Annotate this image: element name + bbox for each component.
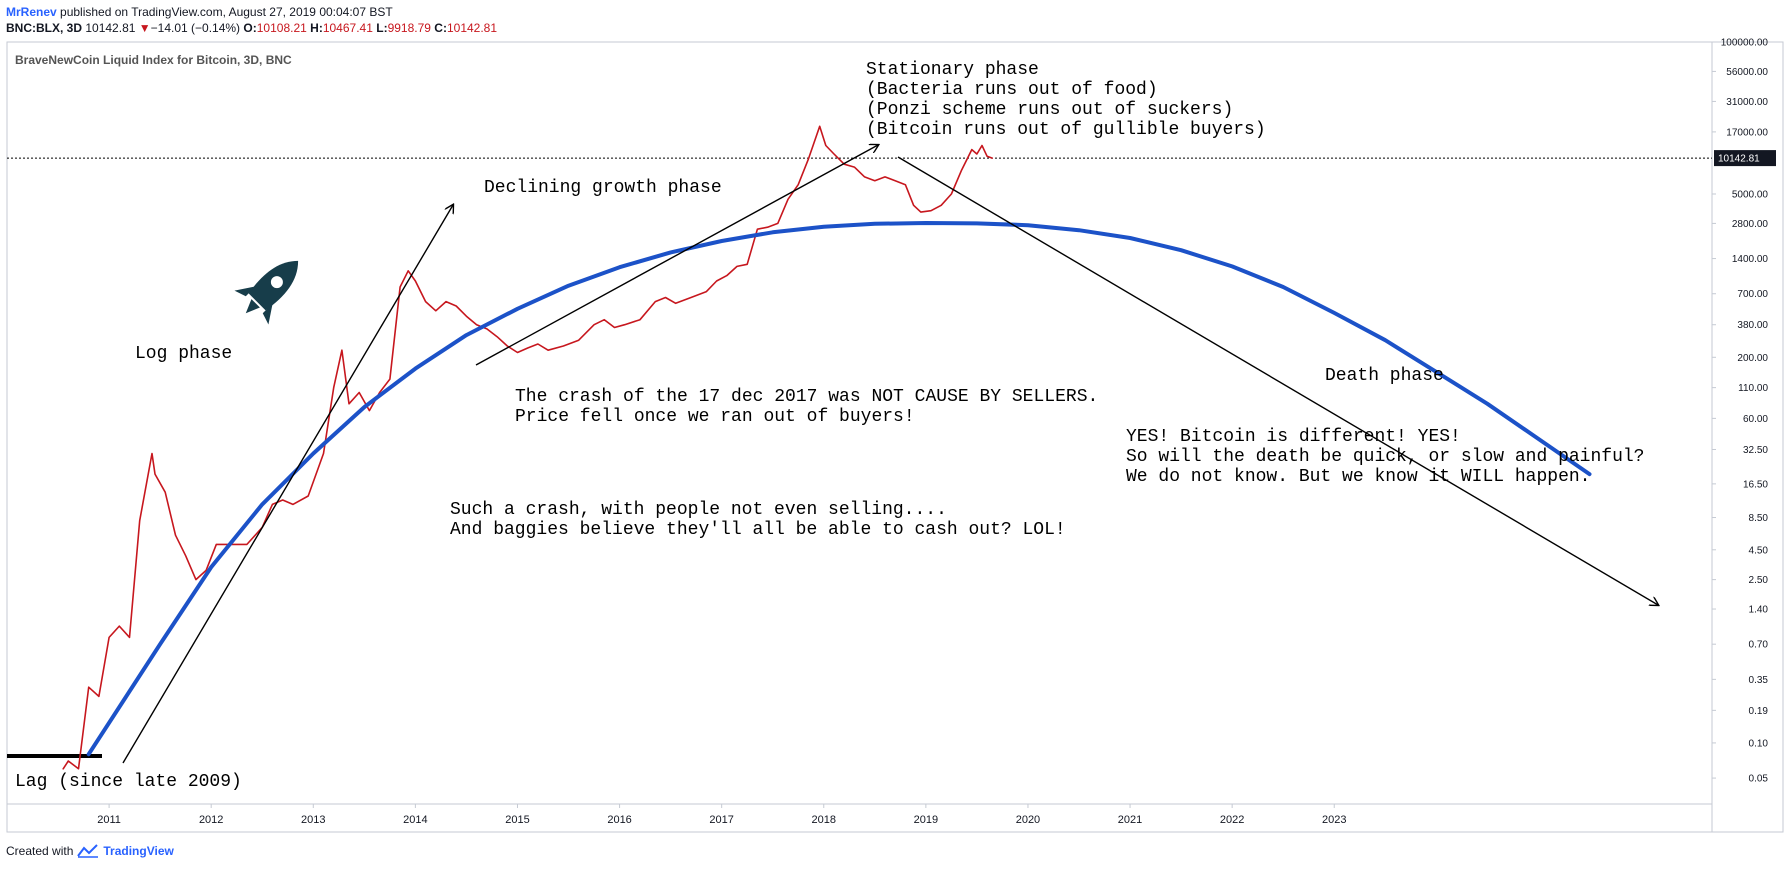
price-change: −14.01 (−0.14%) [150, 21, 241, 35]
x-tick-label: 2017 [709, 814, 733, 826]
declining-phase-label: Declining growth phase [484, 178, 722, 198]
y-tick-label: 2.50 [1749, 575, 1769, 586]
chart-title: BraveNewCoin Liquid Index for Bitcoin, 3… [15, 53, 292, 67]
chart-frame [6, 41, 1784, 833]
growth-curve-line [86, 221, 1592, 757]
lag-label: Lag (since late 2009) [15, 772, 242, 792]
log-phase-label: Log phase [135, 344, 232, 364]
high-label: H: [310, 21, 323, 35]
series-layer [62, 125, 1592, 770]
y-axis: 100000.00 56000.00 31000.00 17000.00 5000.00… [1712, 38, 1768, 785]
x-tick-label: 2023 [1322, 814, 1346, 826]
y-tick-label: 56000.00 [1726, 67, 1768, 78]
stationary-line-3: (Ponzi scheme runs out of suckers) [866, 100, 1233, 120]
crash-line-2: Price fell once we ran out of buyers! [515, 407, 915, 427]
footer: Created with TradingView [6, 844, 174, 858]
different-line-1: YES! Bitcoin is different! YES! [1126, 427, 1461, 447]
last-price-badge-label: 10142.81 [1718, 154, 1760, 165]
y-tick-label: 1400.00 [1732, 254, 1769, 265]
x-tick-label: 2021 [1118, 814, 1142, 826]
y-tick-label: 17000.00 [1726, 127, 1768, 138]
x-tick-label: 2022 [1220, 814, 1244, 826]
different-line-2: So will the death be quick, or slow and … [1126, 447, 1644, 467]
y-tick-label: 31000.00 [1726, 97, 1768, 108]
y-tick-label: 0.70 [1749, 640, 1769, 651]
x-tick-label: 2014 [403, 814, 427, 826]
publish-line: MrRenev published on TradingView.com, Au… [6, 4, 497, 20]
such-crash-line-1: Such a crash, with people not even selli… [450, 500, 947, 520]
declining-phase-arrow [475, 145, 878, 366]
x-tick-label: 2013 [301, 814, 325, 826]
chart-header: MrRenev published on TradingView.com, Au… [6, 4, 497, 36]
x-tick-label: 2019 [914, 814, 938, 826]
last-price: 10142.81 [85, 21, 136, 35]
price-series-line [62, 125, 993, 770]
publish-text: published on TradingView.com, August 27,… [56, 5, 393, 19]
high-value: 10467.41 [322, 21, 373, 35]
x-tick-label: 2011 [97, 814, 121, 826]
low-value: 9918.79 [387, 21, 431, 35]
open-label: O: [243, 21, 257, 35]
stationary-line-4: (Bitcoin runs out of gullible buyers) [866, 120, 1266, 140]
y-tick-label: 0.19 [1749, 706, 1769, 717]
death-phase-arrow [897, 156, 1658, 605]
last-price-badge [1714, 150, 1776, 167]
ohlc-line: BNC:BLX, 3D 10142.81 ▼−14.01 (−0.14%) O:… [6, 20, 497, 36]
x-axis: 2011 2012 2013 2014 2015 2016 2017 2018 2019 2020… [97, 804, 1346, 826]
y-tick-label: 0.05 [1749, 774, 1769, 785]
log-phase-arrow [122, 205, 453, 764]
different-line-3: We do not know. But we know it WILL happ… [1126, 467, 1590, 487]
open-value: 10108.21 [256, 21, 307, 35]
tradingview-link[interactable]: TradingView [103, 844, 174, 858]
x-tick-label: 2020 [1016, 814, 1040, 826]
death-phase-label: Death phase [1325, 366, 1444, 386]
created-with-text: Created with [6, 844, 74, 858]
down-arrow-icon: ▼ [138, 21, 151, 35]
stationary-line-2: (Bacteria runs out of food) [866, 80, 1158, 100]
y-tick-label: 2800.00 [1732, 219, 1769, 230]
y-tick-label: 60.00 [1743, 414, 1768, 425]
y-tick-label: 110.00 [1738, 383, 1768, 394]
x-tick-label: 2015 [505, 814, 529, 826]
close-value: 10142.81 [446, 21, 498, 35]
x-tick-label: 2016 [607, 814, 631, 826]
y-tick-label: 32.50 [1743, 445, 1768, 456]
y-tick-label: 0.35 [1749, 675, 1769, 686]
symbol-label: BNC:BLX, 3D [6, 21, 83, 35]
y-tick-label: 8.50 [1749, 513, 1769, 524]
author-link[interactable]: MrRenev [6, 5, 57, 19]
y-tick-label: 380.00 [1737, 320, 1768, 331]
tradingview-logo-icon [77, 844, 99, 858]
y-tick-label: 100000.00 [1721, 38, 1769, 49]
close-label: C: [434, 21, 447, 35]
such-crash-line-2: And baggies believe they'll all be able … [450, 520, 1066, 540]
x-tick-label: 2012 [199, 814, 223, 826]
y-tick-label: 200.00 [1737, 353, 1768, 364]
y-tick-label: 16.50 [1743, 479, 1768, 490]
stationary-line-1: Stationary phase [866, 60, 1039, 80]
crash-line-1: The crash of the 17 dec 2017 was NOT CAU… [515, 387, 1098, 407]
low-label: L: [376, 21, 388, 35]
y-tick-label: 0.10 [1749, 738, 1769, 749]
rocket-icon [234, 260, 299, 325]
x-tick-label: 2018 [812, 814, 836, 826]
y-tick-label: 1.40 [1749, 605, 1769, 616]
y-tick-label: 5000.00 [1732, 189, 1769, 200]
y-tick-label: 700.00 [1737, 289, 1768, 300]
y-tick-label: 4.50 [1749, 545, 1769, 556]
